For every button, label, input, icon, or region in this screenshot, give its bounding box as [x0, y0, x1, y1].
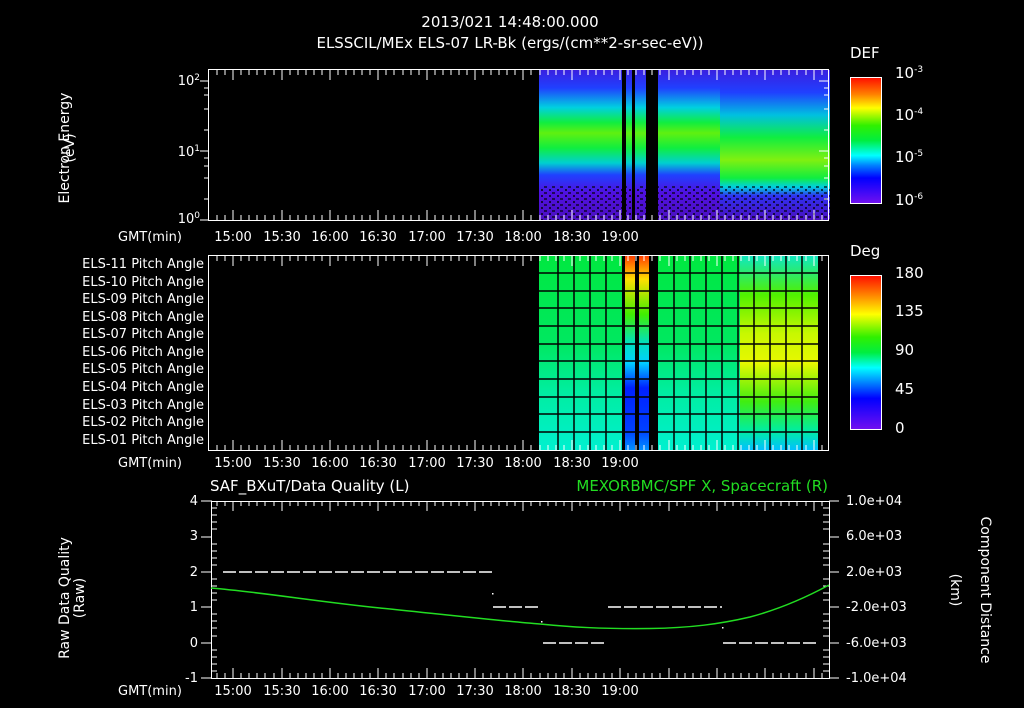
right-tick: 6.0e+03 [846, 529, 903, 544]
energy-tick-10: 101 [177, 144, 200, 160]
time-tick: 18:30 [553, 230, 591, 245]
time-tick: 17:30 [456, 456, 494, 471]
right-tick: -1.0e+04 [846, 671, 907, 686]
time-tick: 18:00 [504, 456, 542, 471]
row-label: ELS-10 Pitch Angle [82, 275, 204, 290]
time-tick: 18:30 [553, 684, 591, 699]
time-tick: 16:30 [359, 456, 397, 471]
time-tick: 15:00 [214, 230, 252, 245]
plot-timestamp: 2013/021 14:48:00.000 [421, 13, 599, 31]
left-tick: -1 [185, 671, 198, 686]
time-tick: 17:00 [408, 230, 446, 245]
time-tick: 15:00 [214, 456, 252, 471]
time-tick: 15:00 [214, 684, 252, 699]
right-tick: 2.0e+03 [846, 565, 903, 580]
deg-tick-135: 135 [895, 302, 924, 320]
time-tick: 15:30 [263, 230, 301, 245]
row-label: ELS-03 Pitch Angle [82, 398, 204, 413]
def-colorbar [850, 77, 882, 204]
def-tick-1e-4: 10-4 [895, 106, 924, 124]
time-tick: 19:00 [601, 456, 639, 471]
left-tick: 4 [189, 494, 198, 509]
time-axis-label: GMT(min) [118, 230, 182, 245]
row-label: ELS-09 Pitch Angle [82, 292, 204, 307]
left-tick: 2 [189, 565, 198, 580]
energy-tick-100: 102 [177, 73, 200, 89]
plot-title: ELSSCIL/MEx ELS-07 LR-Bk (ergs/(cm**2-sr… [316, 34, 704, 52]
left-tick: 1 [189, 600, 198, 615]
row-label: ELS-06 Pitch Angle [82, 345, 204, 360]
deg-colorbar-title: Deg [850, 242, 881, 260]
time-tick: 16:00 [311, 456, 349, 471]
time-tick: 16:30 [359, 230, 397, 245]
row-label: ELS-05 Pitch Angle [82, 362, 204, 377]
right-tick: -6.0e+03 [846, 636, 907, 651]
def-tick-1e-5: 10-5 [895, 148, 924, 166]
time-tick: 16:30 [359, 684, 397, 699]
time-axis-label: GMT(min) [118, 456, 182, 471]
time-tick: 18:30 [553, 456, 591, 471]
row-label: ELS-04 Pitch Angle [82, 380, 204, 395]
deg-tick-45: 45 [895, 380, 915, 398]
time-tick: 18:00 [504, 684, 542, 699]
time-tick: 17:00 [408, 684, 446, 699]
deg-tick-180: 180 [895, 264, 924, 282]
deg-tick-90: 90 [895, 341, 915, 359]
time-tick: 19:00 [601, 684, 639, 699]
time-tick: 19:00 [601, 230, 639, 245]
deg-tick-0: 0 [895, 419, 905, 437]
right-series-title: MEXORBMC/SPF X, Spacecraft (R) [576, 477, 828, 495]
energy-tick-1: 100 [177, 211, 200, 227]
row-label: ELS-11 Pitch Angle [82, 257, 204, 272]
time-tick: 17:30 [456, 684, 494, 699]
right-tick: -2.0e+03 [846, 600, 907, 615]
left-tick: 3 [189, 529, 198, 544]
spacecraft-x-series [210, 584, 830, 630]
time-tick: 17:30 [456, 230, 494, 245]
time-tick: 18:00 [504, 230, 542, 245]
left-series-title: SAF_BXuT/Data Quality (L) [210, 477, 410, 495]
time-tick: 15:30 [263, 684, 301, 699]
def-tick-1e-6: 10-6 [895, 191, 924, 209]
time-tick: 16:00 [311, 684, 349, 699]
right-tick: 1.0e+04 [846, 494, 903, 509]
row-label: ELS-01 Pitch Angle [82, 433, 204, 448]
time-axis-label: GMT(min) [118, 684, 182, 699]
def-colorbar-title: DEF [850, 44, 880, 62]
left-tick: 0 [189, 636, 198, 651]
def-tick-1e-3: 10-3 [895, 64, 924, 82]
data-quality-series [223, 571, 818, 644]
time-tick: 15:30 [263, 456, 301, 471]
deg-colorbar [850, 275, 882, 430]
row-label: ELS-02 Pitch Angle [82, 415, 204, 430]
row-label: ELS-07 Pitch Angle [82, 327, 204, 342]
time-tick: 16:00 [311, 230, 349, 245]
row-label: ELS-08 Pitch Angle [82, 310, 204, 325]
time-tick: 17:00 [408, 456, 446, 471]
